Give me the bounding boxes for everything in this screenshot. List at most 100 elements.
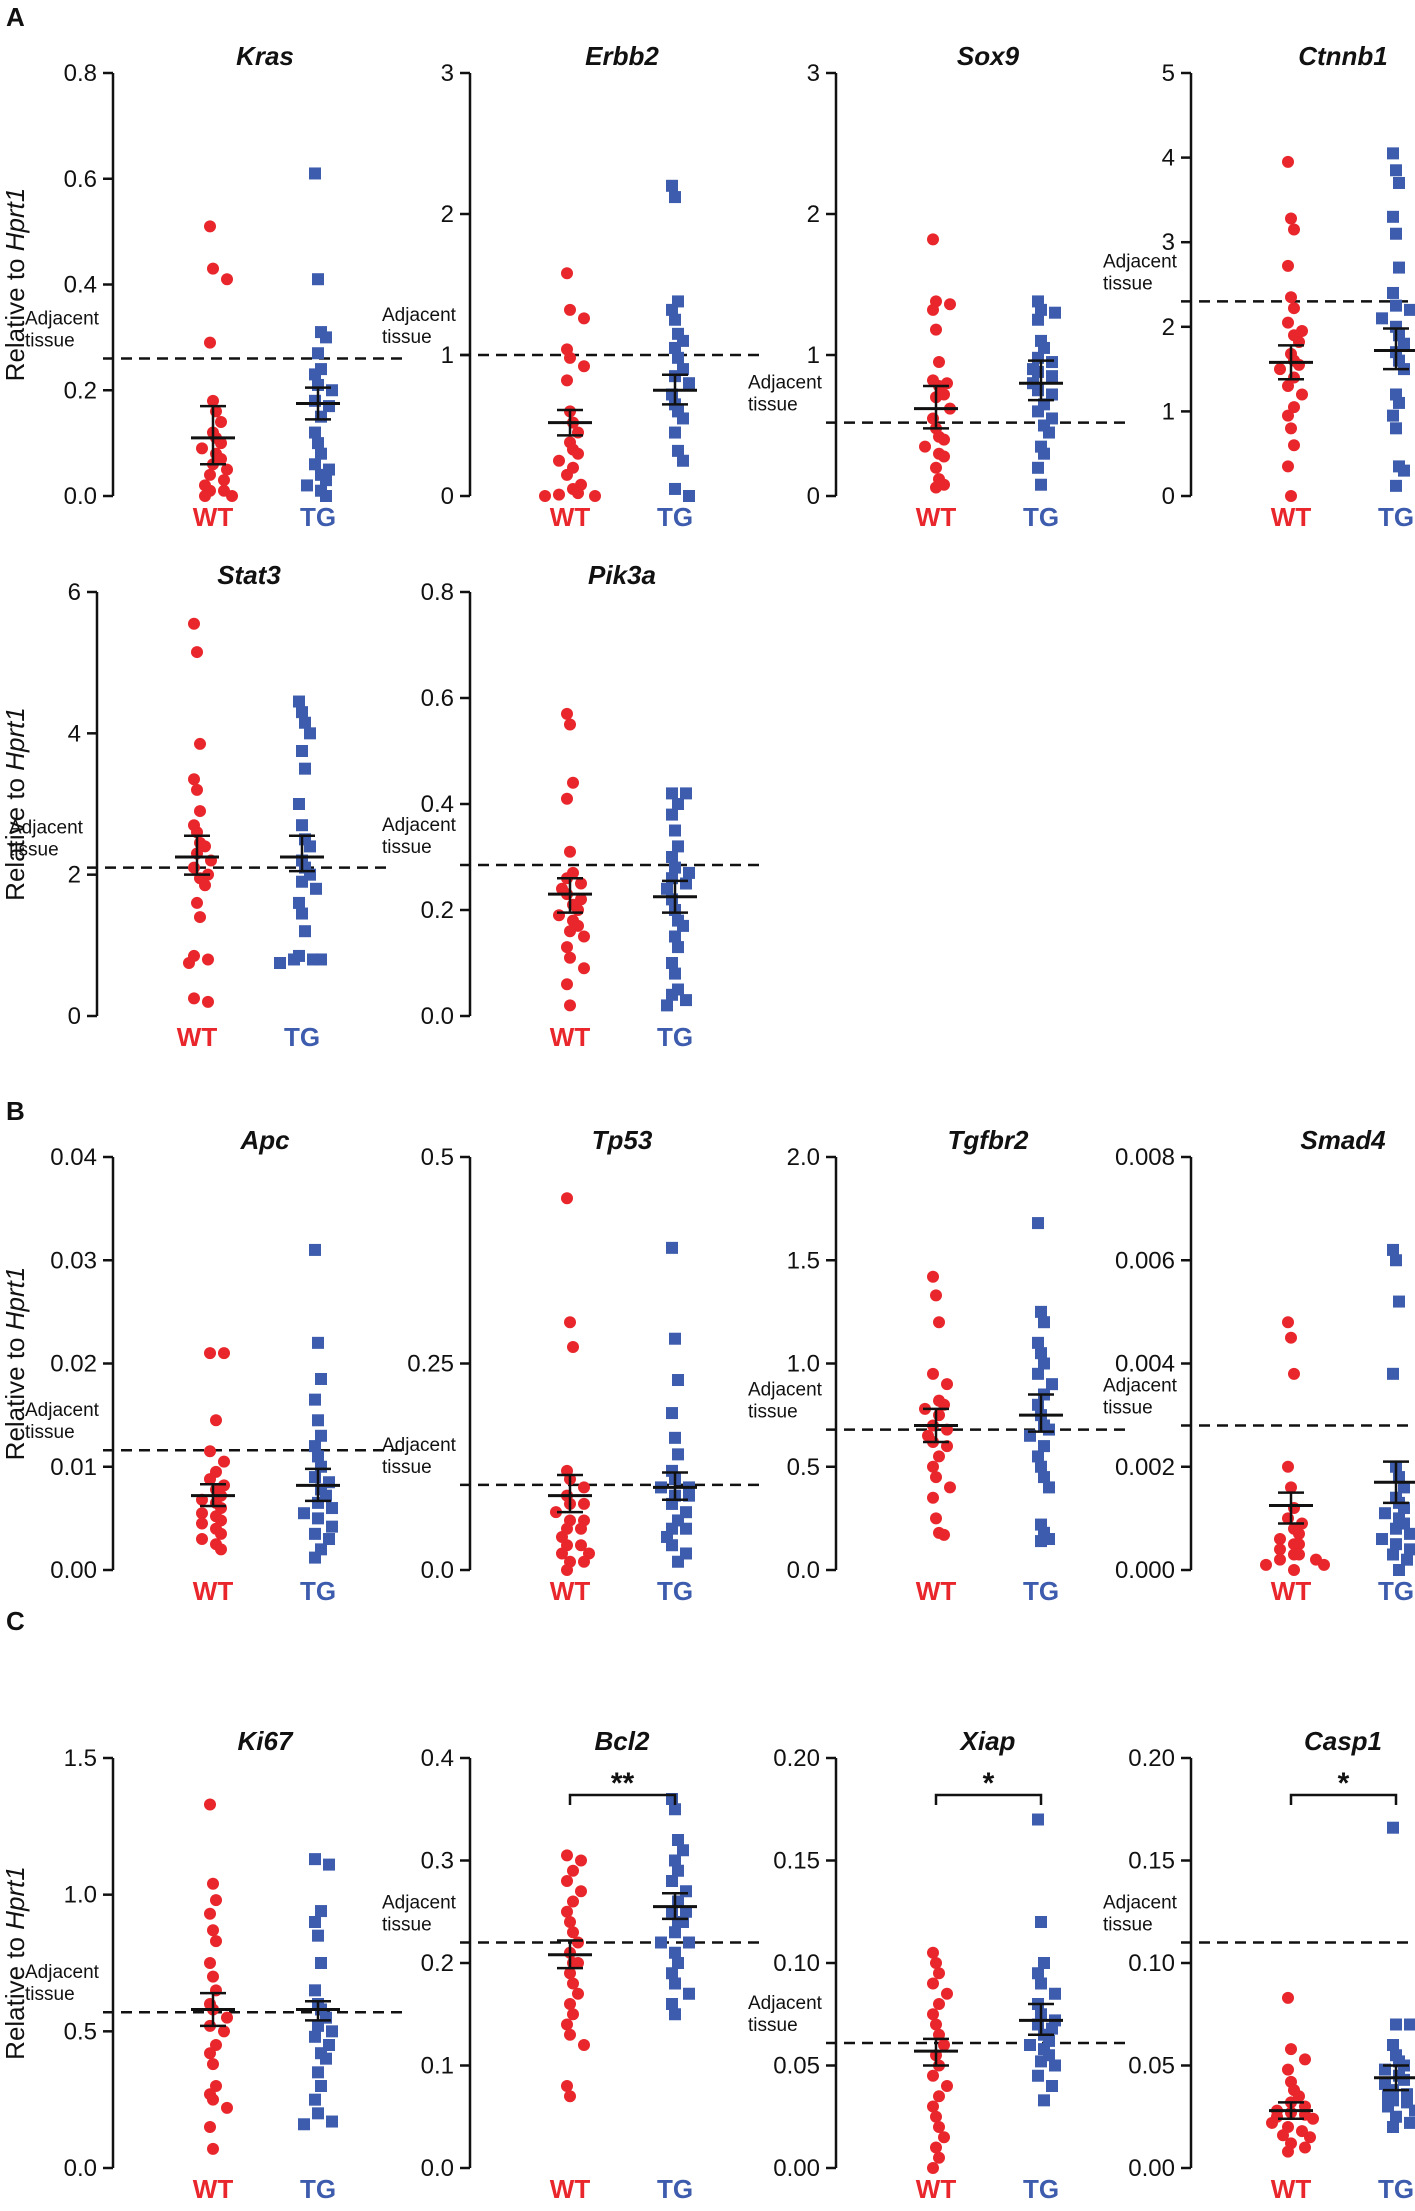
data-point-tg <box>669 482 681 495</box>
data-point-wt <box>207 2142 219 2155</box>
data-point-wt <box>561 707 573 720</box>
data-point-wt <box>1318 1558 1330 1571</box>
data-point-tg <box>1404 1527 1415 1540</box>
x-category-label-tg: TG <box>657 502 693 532</box>
data-point-tg <box>1049 1987 1061 2000</box>
data-point-wt <box>938 2039 950 2051</box>
y-tick-label: 0.8 <box>64 60 97 87</box>
reference-line-label: tissue <box>1103 1915 1153 1936</box>
series-wt <box>196 220 238 502</box>
data-point-wt <box>572 447 584 460</box>
reference-line-label: tissue <box>1103 273 1153 294</box>
data-point-tg <box>666 988 678 1001</box>
data-point-wt <box>207 394 219 407</box>
data-point-tg <box>1390 1538 1402 1551</box>
data-point-wt <box>204 1798 216 1811</box>
data-point-wt <box>553 488 565 501</box>
data-point-wt <box>218 2025 230 2038</box>
data-point-wt <box>188 773 200 786</box>
data-point-tg <box>310 882 322 895</box>
data-point-tg <box>323 1533 335 1546</box>
series-wt <box>1274 155 1308 502</box>
data-point-wt <box>1282 259 1294 272</box>
data-point-tg <box>672 840 684 853</box>
data-point-tg <box>1032 1450 1044 1463</box>
data-point-wt <box>930 323 942 336</box>
data-point-tg <box>312 273 324 286</box>
series-wt <box>919 233 956 494</box>
x-category-label-wt: WT <box>177 1022 218 1052</box>
data-point-tg <box>1390 479 1402 492</box>
data-point-wt <box>575 1539 587 1552</box>
chart-title: Stat3 <box>217 560 281 590</box>
data-point-tg <box>1393 176 1405 189</box>
reference-line-label: Adjacent <box>382 305 457 326</box>
data-point-tg <box>666 1407 678 1420</box>
data-point-wt <box>927 1977 939 1990</box>
y-tick-label: 0.02 <box>50 1351 97 1378</box>
y-tick-label: 1.0 <box>64 1882 97 1909</box>
data-point-wt <box>1266 2116 1278 2129</box>
data-point-tg <box>1398 2073 1410 2086</box>
data-point-tg <box>669 1946 681 1959</box>
series-wt <box>919 1270 956 1541</box>
data-point-tg <box>1393 1564 1405 1576</box>
y-axis-label: Relative to Hprt1 <box>0 1267 30 1461</box>
data-point-wt <box>567 1340 579 1353</box>
data-point-tg <box>677 454 689 467</box>
data-point-wt <box>196 1507 208 1520</box>
data-point-wt <box>561 1905 573 1918</box>
x-category-label-tg: TG <box>657 1576 693 1606</box>
reference-line-label: Adjacent <box>1103 1375 1178 1396</box>
data-point-tg <box>1404 2116 1415 2129</box>
data-point-wt <box>199 879 211 892</box>
data-point-wt <box>202 953 214 966</box>
data-point-tg <box>1038 341 1050 354</box>
chart-title: Ki67 <box>238 1726 294 1756</box>
data-point-tg <box>1387 1243 1399 1256</box>
data-point-wt <box>578 2039 590 2051</box>
data-point-tg <box>301 479 313 492</box>
error-bar-wt <box>548 408 592 437</box>
data-point-tg <box>666 957 678 969</box>
data-point-wt <box>1285 1331 1297 1344</box>
data-point-tg <box>672 1374 684 1387</box>
data-point-tg <box>683 866 695 879</box>
data-point-wt <box>1285 291 1297 304</box>
data-point-tg <box>1035 1535 1047 1548</box>
data-point-tg <box>672 1864 684 1877</box>
series-wt <box>550 1192 595 1576</box>
data-point-wt <box>575 1522 587 1535</box>
data-point-tg <box>315 1429 327 1442</box>
data-point-tg <box>680 1522 692 1535</box>
reference-line-label: tissue <box>25 1984 75 2005</box>
data-point-wt <box>561 1192 573 1205</box>
data-point-wt <box>927 2100 939 2113</box>
data-point-wt <box>556 1547 568 1560</box>
data-point-tg <box>304 840 316 853</box>
data-point-tg <box>1404 303 1415 316</box>
data-point-wt <box>1296 388 1308 401</box>
data-point-wt <box>202 995 214 1008</box>
y-tick-label: 0.0 <box>421 1003 454 1030</box>
data-point-wt <box>215 1527 227 1540</box>
data-point-wt <box>930 2018 942 2031</box>
reference-line-label: tissue <box>1103 1397 1153 1418</box>
data-point-wt <box>191 646 203 659</box>
data-point-tg <box>669 824 681 837</box>
y-tick-label: 5 <box>1162 60 1175 87</box>
y-tick-label: 0.20 <box>773 1745 820 1772</box>
data-point-tg <box>1390 299 1402 312</box>
data-point-wt <box>221 2101 233 2114</box>
y-tick-label: 0.0 <box>64 2155 97 2182</box>
data-point-tg <box>1038 2094 1050 2107</box>
error-bar-wt <box>914 1407 958 1444</box>
y-tick-label: 0.04 <box>50 1144 97 1171</box>
data-point-tg <box>1038 447 1050 460</box>
data-point-tg <box>1046 1378 1058 1391</box>
data-point-tg <box>1390 2110 1402 2123</box>
data-point-wt <box>567 1864 579 1877</box>
y-tick-label: 0.25 <box>407 1351 454 1378</box>
y-tick-label: 3 <box>441 60 454 87</box>
